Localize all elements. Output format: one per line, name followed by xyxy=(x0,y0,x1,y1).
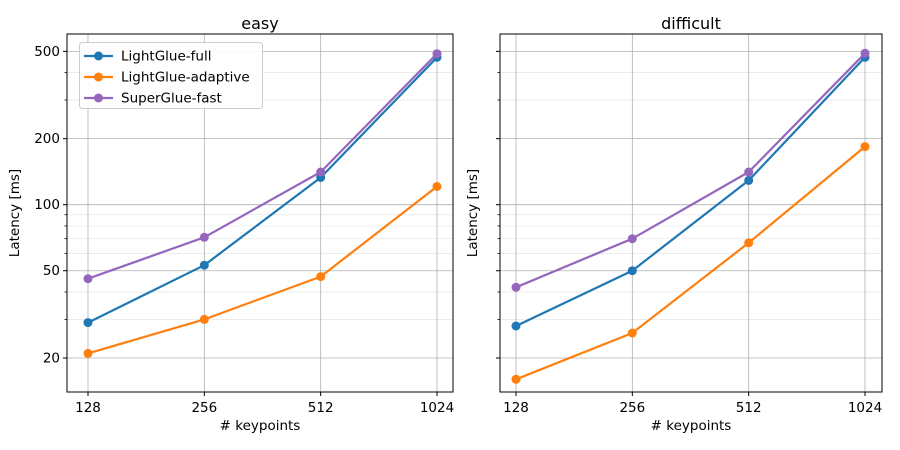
y-tick-label: 100 xyxy=(34,197,60,213)
x-tick-label: 256 xyxy=(191,400,217,416)
data-point-lightglue-full-256 xyxy=(199,260,209,270)
data-point-lightglue-adaptive-512 xyxy=(744,238,754,248)
y-tick-label: 20 xyxy=(43,351,60,367)
data-point-lightglue-adaptive-128 xyxy=(83,348,93,358)
y-tick-label: 500 xyxy=(34,44,60,60)
series-line-lightglue-full xyxy=(515,56,866,327)
data-point-superglue-fast-1024 xyxy=(860,48,870,58)
subplot-easy: easy # keypoints Latency [ms] 128 256 512 1024… xyxy=(7,14,454,434)
legend: LightGlue-full LightGlue-adaptive SuperGlu… xyxy=(79,42,263,109)
data-point-lightglue-adaptive-256 xyxy=(199,314,209,324)
data-point-superglue-fast-256 xyxy=(199,232,209,242)
y-tick-label: 50 xyxy=(43,263,60,279)
plot-title: easy xyxy=(241,14,278,33)
data-point-lightglue-adaptive-128 xyxy=(511,374,521,384)
x-tick-label: 512 xyxy=(736,400,762,416)
data-point-superglue-fast-512 xyxy=(316,167,326,177)
data-point-lightglue-adaptive-256 xyxy=(627,328,637,338)
x-tick-label: 128 xyxy=(75,400,101,416)
data-point-superglue-fast-512 xyxy=(744,167,754,177)
x-tick-label: 256 xyxy=(619,400,645,416)
legend-marker-lightglue-full xyxy=(94,51,103,61)
data-point-lightglue-full-512 xyxy=(744,175,754,185)
series-line-superglue-fast xyxy=(87,52,438,280)
y-tick-label: 200 xyxy=(34,131,60,147)
plot-border xyxy=(66,33,454,393)
plot-title: difficult xyxy=(661,14,721,33)
data-point-superglue-fast-128 xyxy=(83,274,93,284)
legend-label-lightglue-adaptive: LightGlue-adaptive xyxy=(121,70,250,86)
legend-label-superglue-fast: SuperGlue-fast xyxy=(121,91,222,107)
legend-marker-lightglue-adaptive xyxy=(94,72,103,82)
x-axis-label: # keypoints xyxy=(651,418,732,434)
x-axis-label: # keypoints xyxy=(220,418,301,434)
data-point-lightglue-full-128 xyxy=(511,321,521,331)
data-point-superglue-fast-1024 xyxy=(432,49,442,59)
legend-marker-superglue-fast xyxy=(94,93,103,103)
data-point-lightglue-adaptive-512 xyxy=(316,272,326,282)
series-line-lightglue-full xyxy=(87,56,438,324)
data-point-superglue-fast-256 xyxy=(627,234,637,244)
series-line-lightglue-adaptive xyxy=(515,145,866,381)
y-axis-label: Latency [ms] xyxy=(7,169,23,257)
x-tick-label: 512 xyxy=(308,400,334,416)
series-line-lightglue-adaptive xyxy=(87,185,438,355)
data-point-lightglue-adaptive-1024 xyxy=(432,182,442,191)
x-tick-label: 128 xyxy=(503,400,529,416)
series-line-superglue-fast xyxy=(515,52,866,289)
data-point-superglue-fast-128 xyxy=(511,282,521,292)
y-axis-label: Latency [ms] xyxy=(465,169,481,257)
data-point-lightglue-full-256 xyxy=(627,266,637,276)
plot-border xyxy=(499,33,883,393)
data-point-lightglue-full-128 xyxy=(83,318,93,328)
data-point-lightglue-adaptive-1024 xyxy=(860,142,870,152)
x-tick-label: 1024 xyxy=(420,400,454,416)
legend-box xyxy=(79,42,263,109)
legend-label-lightglue-full: LightGlue-full xyxy=(121,49,211,65)
x-tick-label: 1024 xyxy=(848,400,882,416)
subplot-difficult: difficult # keypoints Latency [ms] 128 256 51… xyxy=(465,14,883,434)
